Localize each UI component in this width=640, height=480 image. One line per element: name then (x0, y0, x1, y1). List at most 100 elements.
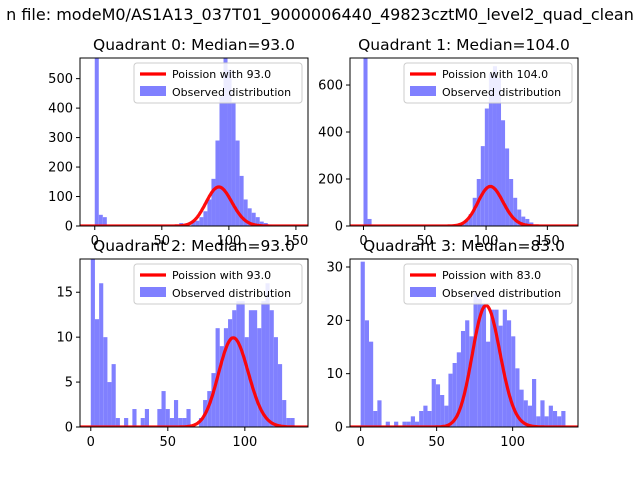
chart-title: Quadrant 0: Median=93.0 (93, 36, 295, 54)
histogram-bar (247, 208, 252, 226)
histogram-bar (124, 418, 129, 427)
y-tick-label: 10 (56, 331, 73, 346)
histogram-bar (94, 58, 99, 226)
histogram-bar (257, 328, 262, 427)
histogram-bar (525, 218, 530, 226)
histogram-bar (448, 373, 453, 427)
histogram-bars (94, 58, 276, 226)
legend: Poission with 93.0 Observed distribution (133, 263, 303, 305)
histogram-bar (496, 77, 502, 226)
y-tick-label: 600 (318, 79, 343, 94)
y-tick-label: 15 (56, 286, 73, 301)
x-tick-label: 100 (500, 435, 525, 450)
y-tick-label: 100 (48, 190, 73, 205)
histogram-bar (195, 220, 200, 226)
y-tick-label: 0 (335, 421, 343, 436)
histogram-bar (94, 319, 100, 427)
histogram-bar (223, 328, 229, 427)
histogram-bar (452, 363, 457, 427)
histogram-bar (253, 310, 258, 427)
histogram-bar (523, 400, 528, 427)
histogram-bar (527, 405, 533, 427)
histogram-bar (98, 214, 103, 226)
legend-box (403, 263, 573, 305)
chart-title: Quadrant 2: Median=93.0 (93, 237, 295, 255)
histogram-bar (444, 405, 449, 427)
histogram-bar (223, 58, 228, 226)
legend-hist-swatch (140, 287, 166, 297)
histogram-bar (259, 221, 264, 226)
poisson-fit-line (80, 185, 308, 226)
histogram-bar (99, 283, 104, 427)
histogram-bar (364, 320, 369, 427)
histogram-bar (140, 418, 145, 427)
legend: Poission with 104.0 Observed distribution (403, 62, 573, 104)
chart-panel-3: 0 50 100 0 10 20 30 Quadrant 3: Median=83.0 Pois… (326, 237, 579, 450)
legend-line-label: Poission with 93.0 (172, 68, 271, 81)
histogram-bar (111, 364, 116, 427)
legend-hist-label: Observed distribution (172, 86, 291, 99)
histogram-bar (394, 421, 399, 427)
histogram-bar (360, 261, 365, 427)
histogram-bar (468, 214, 473, 226)
legend: Poission with 83.0 Observed distribution (403, 263, 573, 305)
histogram-bar (492, 66, 497, 226)
axes-frame (349, 258, 579, 428)
histogram-bar (369, 341, 374, 427)
legend-hist-swatch (410, 287, 436, 297)
histogram-bar (505, 148, 510, 226)
histogram-bar (115, 418, 120, 427)
histogram-bar (191, 221, 196, 226)
histogram-bar (431, 379, 436, 427)
x-tick-label: 150 (535, 234, 560, 249)
histogram-bar (228, 319, 233, 427)
histogram-bar (178, 418, 183, 427)
histogram-bar (456, 352, 461, 427)
histogram-bar (515, 368, 520, 427)
histogram-bar (472, 197, 477, 226)
legend: Poission with 93.0 Observed distribution (133, 62, 303, 104)
legend-hist-swatch (410, 86, 436, 96)
legend-line-label: Poission with 83.0 (442, 269, 541, 282)
y-tick-label: 0 (65, 220, 73, 235)
histogram-bar (406, 421, 411, 427)
histogram-bar (215, 140, 220, 226)
legend-hist-label: Observed distribution (442, 86, 561, 99)
histogram-bar (207, 199, 212, 226)
histogram-bar (423, 405, 428, 427)
histogram-bar (494, 309, 499, 427)
histogram-bar (481, 304, 487, 427)
histogram-bar (521, 216, 526, 226)
histogram-bar (517, 209, 522, 226)
chart-panel-1: 0 50 100 150 0 200 400 600 Quadrant 1: Median=10… (318, 36, 579, 249)
chart-panel-2: 0 50 100 0 5 10 15 Quadrant 2: Median=93.0 Poiss… (56, 237, 309, 450)
histogram-bar (144, 409, 150, 427)
histogram-bar (277, 364, 283, 427)
y-tick-label: 200 (318, 173, 343, 188)
histogram-bar (440, 395, 445, 427)
x-tick-label: 0 (87, 435, 95, 450)
histogram-bar (165, 409, 170, 427)
histogram-bar (367, 218, 372, 226)
histogram-bar (402, 421, 407, 427)
x-tick-label: 0 (91, 234, 99, 249)
histogram-bar (269, 310, 274, 427)
legend-box (403, 62, 573, 104)
histogram-bar (561, 411, 566, 427)
histogram-bar (255, 217, 260, 226)
y-tick-label: 5 (65, 376, 73, 391)
x-tick-label: 150 (284, 234, 309, 249)
histogram-bar (261, 301, 266, 427)
histogram-bar (219, 96, 224, 226)
histogram-bar (509, 179, 514, 226)
legend-hist-swatch (140, 86, 166, 96)
histogram-bar (544, 416, 549, 427)
histogram-bar (90, 259, 95, 427)
histogram-bar (207, 391, 212, 427)
axes-frame (79, 258, 309, 428)
chart-title: Quadrant 3: Median=83.0 (363, 237, 565, 255)
y-tick-label: 300 (48, 131, 73, 146)
histogram-bar (132, 409, 137, 427)
histogram-bar (211, 373, 216, 427)
histogram-bar (540, 400, 545, 427)
